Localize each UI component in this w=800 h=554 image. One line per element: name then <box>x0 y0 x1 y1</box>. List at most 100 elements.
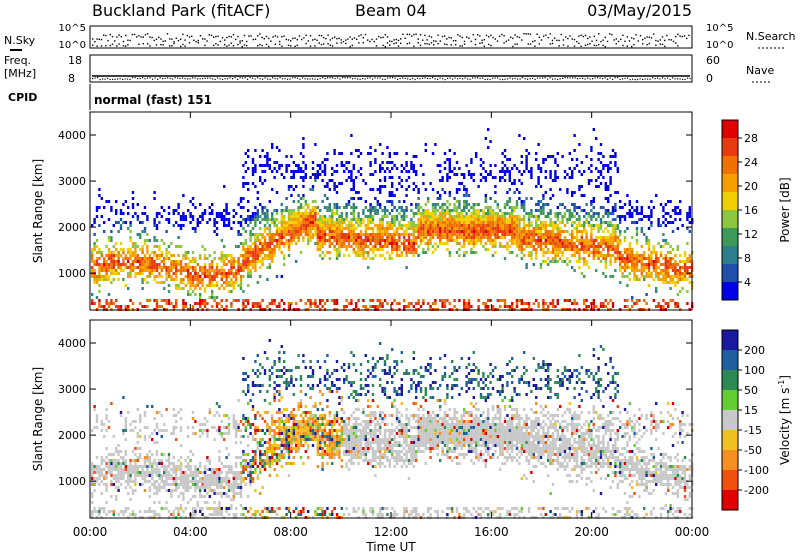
echo-cell <box>242 266 245 269</box>
noise-dot <box>360 34 362 36</box>
echo-cell <box>314 200 317 203</box>
echo-cell <box>316 230 319 233</box>
echo-cell <box>407 236 411 239</box>
noise-dot <box>287 39 290 41</box>
echo-cell <box>448 209 451 212</box>
noise-dot <box>644 37 646 40</box>
nave-dot <box>277 78 279 80</box>
echo-cell <box>381 305 384 308</box>
echo-cell <box>379 302 382 305</box>
echo-cell <box>343 170 346 173</box>
echo-cell <box>206 269 209 272</box>
nave-dot <box>392 77 394 79</box>
echo-cell <box>122 257 125 260</box>
echo-cell <box>232 284 235 287</box>
echo-cell <box>201 302 204 305</box>
echo-cell <box>239 233 243 236</box>
echo-cell <box>448 191 451 194</box>
echo-cell <box>146 251 149 254</box>
echo-cell <box>242 197 245 200</box>
echo-cell <box>112 477 115 480</box>
echo-cell <box>460 224 463 227</box>
search-dot <box>481 42 483 44</box>
echo-cell <box>568 212 571 215</box>
echo-cell <box>134 257 137 260</box>
nave-dot <box>229 77 231 79</box>
echo-cell <box>647 248 651 251</box>
echo-cell <box>681 278 684 281</box>
echo-cell <box>554 221 557 224</box>
echo-cell <box>352 218 355 221</box>
echo-cell <box>134 254 137 257</box>
echo-cell <box>187 293 190 296</box>
noise-dot <box>580 34 582 36</box>
echo-cell <box>165 251 168 254</box>
echo-cell <box>290 233 293 236</box>
echo-cell <box>503 215 507 218</box>
echo-cell <box>559 257 562 260</box>
echo-cell <box>129 230 132 233</box>
echo-cell <box>239 269 243 272</box>
nave-dot <box>497 77 499 79</box>
search-dot <box>217 44 219 46</box>
echo-cell <box>280 230 283 233</box>
noise-dot <box>276 36 279 38</box>
echo-cell <box>127 305 130 308</box>
echo-cell <box>350 179 353 182</box>
search-dot <box>483 45 485 47</box>
nave-dot <box>179 77 181 80</box>
echo-cell <box>191 215 195 218</box>
echo-cell <box>215 263 219 266</box>
echo-cell <box>302 221 305 224</box>
echo-cell <box>369 212 372 215</box>
echo-cell <box>369 215 372 218</box>
echo-cell <box>436 203 439 206</box>
echo-cell <box>470 233 473 236</box>
noise-dot <box>554 37 556 39</box>
echo-cell <box>287 242 291 245</box>
echo-cell <box>463 233 466 236</box>
echo-cell <box>410 209 413 212</box>
echo-cell <box>235 275 238 278</box>
echo-cell <box>640 266 643 269</box>
echo-cell <box>487 236 490 239</box>
echo-cell <box>407 221 411 224</box>
echo-cell <box>225 206 228 209</box>
echo-cell <box>263 254 267 257</box>
echo-cell <box>463 173 466 176</box>
echo-cell <box>472 239 475 242</box>
echo-cell <box>563 236 567 239</box>
echo-cell <box>175 209 178 212</box>
echo-cell <box>465 164 468 167</box>
echo-cell <box>479 221 483 224</box>
echo-cell <box>280 224 283 227</box>
echo-cell <box>640 263 643 266</box>
echo-cell <box>172 305 175 308</box>
echo-cell <box>508 227 511 230</box>
echo-cell <box>633 302 636 305</box>
echo-cell <box>412 215 415 218</box>
echo-cell <box>477 305 480 308</box>
echo-cell <box>290 176 293 179</box>
search-dot <box>96 45 98 47</box>
echo-cell <box>182 302 185 305</box>
echo-cell <box>657 242 660 245</box>
echo-cell <box>645 263 648 266</box>
echo-cell <box>254 251 257 254</box>
echo-cell <box>580 185 583 188</box>
echo-cell <box>542 212 545 215</box>
echo-cell <box>467 236 471 239</box>
search-dot <box>488 43 490 46</box>
echo-cell <box>655 257 658 260</box>
echo-cell <box>179 263 183 266</box>
noise-dot <box>578 35 580 37</box>
echo-cell <box>578 188 581 191</box>
echo-cell <box>520 299 523 302</box>
echo-cell <box>513 182 516 185</box>
echo-cell <box>158 266 161 269</box>
search-dot <box>589 43 591 45</box>
echo-cell <box>508 176 511 179</box>
echo-cell <box>431 245 435 248</box>
echo-cell <box>179 272 183 275</box>
echo-cell <box>583 302 586 305</box>
